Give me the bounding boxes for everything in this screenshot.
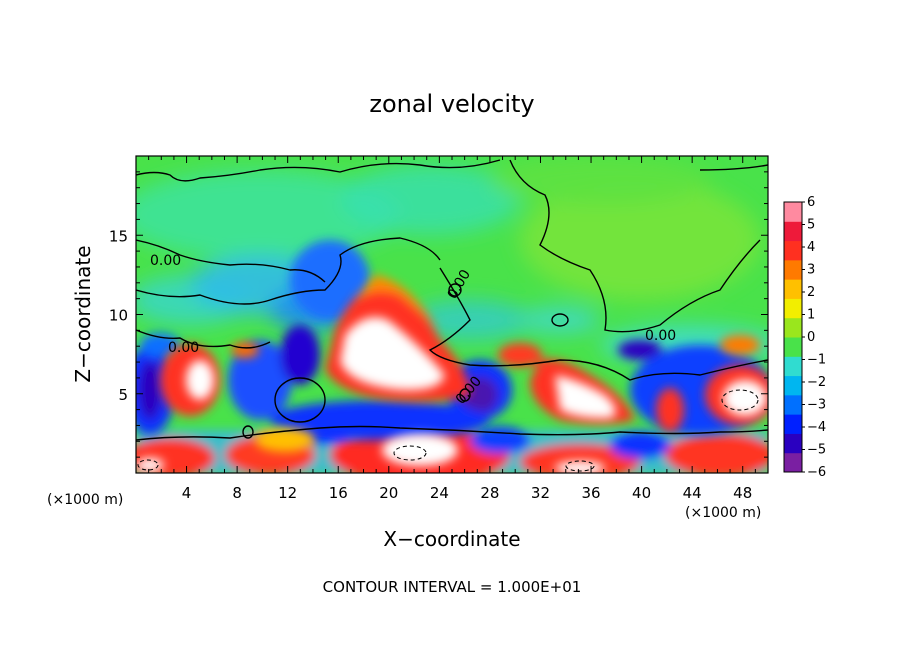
x-axis-label: X−coordinate [383, 527, 520, 551]
colorbar-segment [784, 279, 802, 299]
x-tick-label: 8 [232, 484, 242, 502]
colorbar-segment [784, 317, 802, 338]
colorbar: 6 5 4 3 2 1 0 −1 −2 −3 −4 −5 −6 [783, 195, 826, 480]
colorbar-label: −2 [807, 375, 826, 390]
chart-title: zonal velocity [369, 90, 534, 118]
x-unit-right: (×1000 m) [685, 505, 761, 521]
colorbar-label: 0 [807, 330, 815, 345]
x-tick-label: 24 [430, 484, 449, 502]
field-maxima [136, 317, 767, 473]
colorbar-segment [784, 394, 802, 415]
colorbar-label: −1 [807, 353, 826, 368]
x-tick-label: 32 [531, 484, 550, 502]
y-tick-label: 5 [118, 386, 128, 404]
x-tick-label: 20 [379, 484, 398, 502]
contour-label: 0.00 [645, 328, 676, 344]
y-tick-label: 15 [109, 227, 128, 245]
colorbar-label: −6 [807, 465, 826, 480]
colorbar-label: −3 [807, 398, 826, 413]
x-tick-label: 28 [480, 484, 499, 502]
colorbar-segment [784, 221, 802, 242]
contour-label: 0.00 [150, 253, 181, 269]
colorbar-segment [784, 337, 802, 357]
x-unit-left: (×1000 m) [47, 492, 123, 508]
colorbar-label: −4 [807, 420, 826, 435]
y-tick-label: 10 [109, 307, 128, 325]
colorbar-label: 4 [807, 240, 815, 255]
colorbar-label: 5 [807, 218, 815, 233]
colorbar-segment [784, 375, 802, 396]
contour-label: 0.00 [168, 340, 199, 356]
colorbar-segment [784, 298, 802, 319]
colorbar-label: −5 [807, 443, 826, 458]
colorbar-label: 6 [807, 195, 815, 210]
x-tick-label: 44 [683, 484, 702, 502]
colorbar-label: 3 [807, 263, 815, 278]
x-tick-label: 4 [182, 484, 192, 502]
colorbar-segment [784, 414, 802, 434]
x-tick-label: 16 [329, 484, 348, 502]
colorbar-segment [784, 433, 802, 454]
negative-contours [137, 389, 759, 472]
colorbar-segment [784, 202, 802, 222]
colorbar-segment [784, 240, 802, 261]
x-tick-label: 12 [278, 484, 297, 502]
zero-contours [136, 159, 768, 441]
plot-area: 0.00 0.00 0.00 0.00 0.00 [136, 156, 768, 473]
colorbar-label: 2 [807, 285, 815, 300]
colorbar-segment [784, 452, 802, 473]
y-axis-label: Z−coordinate [71, 245, 95, 382]
x-tick-label: 40 [632, 484, 651, 502]
colorbar-segment [784, 356, 802, 377]
colorbar-label: 1 [807, 308, 815, 323]
x-tick-label: 48 [733, 484, 752, 502]
contour-interval-note: CONTOUR INTERVAL = 1.000E+01 [323, 578, 582, 596]
colorbar-segment [784, 259, 802, 280]
x-tick-label: 36 [581, 484, 600, 502]
